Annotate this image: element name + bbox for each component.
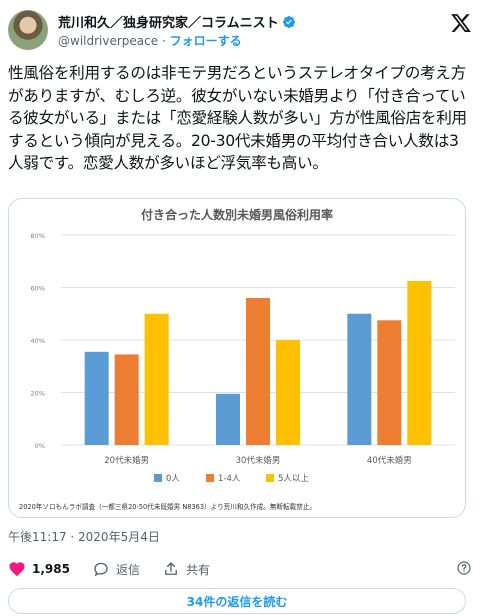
tweet-text: 性風俗を利用するのは非モテ男だろというステレオタイプの考え方がありますが、むしろ… <box>8 64 467 172</box>
author-handle-row: @wildriverpeace · フォローする <box>58 32 242 49</box>
y-tick-label: 80% <box>31 232 45 240</box>
bar <box>377 320 402 445</box>
y-tick-label: 20% <box>31 390 45 398</box>
chart-image[interactable]: 付き合った人数別未婚男風俗利用率 0% 20% 40% 60% 80% 20代未婚男 30代未… <box>8 198 466 518</box>
author-name[interactable]: 荒川和久／独身研究家／コラムニスト <box>58 16 279 31</box>
bar <box>407 280 432 445</box>
bar <box>347 313 372 445</box>
bar <box>216 393 240 445</box>
share-button[interactable]: 共有 <box>162 560 210 578</box>
bar <box>114 354 139 445</box>
bar <box>144 313 169 445</box>
x-logo-icon[interactable] <box>450 12 472 34</box>
chart-title: 付き合った人数別未婚男風俗利用率 <box>141 207 333 222</box>
chart-source-note: 2020年ソロもんラボ調査（一都三県20-50代未既婚男 N8363）より荒川和… <box>19 502 316 511</box>
y-tick-label: 40% <box>31 337 45 345</box>
tweet-actions: 1,985 返信 共有 <box>8 556 472 582</box>
tweet-timestamp[interactable]: 午後11:17 · 2020年5月4日 <box>8 530 160 544</box>
share-upload-icon <box>165 562 177 575</box>
legend-swatch <box>154 474 162 482</box>
author-handle[interactable]: @wildriverpeace <box>58 34 159 48</box>
bar <box>246 298 270 445</box>
bar <box>276 340 300 445</box>
avatar[interactable] <box>8 10 48 50</box>
legend-label: 5人以上 <box>278 474 309 484</box>
speech-bubble-icon <box>94 562 108 577</box>
help-circle-icon <box>457 560 471 575</box>
x-tick-label: 40代未婚男 <box>367 455 412 466</box>
like-button[interactable]: 1,985 <box>8 560 70 578</box>
help-button[interactable] <box>456 560 472 579</box>
legend-label: 1-4人 <box>218 474 241 484</box>
like-count: 1,985 <box>32 562 70 576</box>
separator-dot: · <box>161 34 166 48</box>
bar-chart: 付き合った人数別未婚男風俗利用率 0% 20% 40% 60% 80% 20代未婚男 30代未… <box>19 207 455 511</box>
y-tick-label: 60% <box>31 285 45 293</box>
tweet-header: 荒川和久／独身研究家／コラムニスト @wildriverpeace · フォロー… <box>8 6 472 54</box>
x-tick-label: 20代未婚男 <box>104 455 149 466</box>
follow-button[interactable]: フォローする <box>169 34 242 48</box>
read-replies-button[interactable]: 34件の返信を読む <box>8 588 466 614</box>
x-tick-label: 30代未婚男 <box>236 455 281 466</box>
reply-button[interactable]: 返信 <box>92 560 140 578</box>
y-tick-label: 0% <box>35 442 45 450</box>
legend-label: 0人 <box>166 474 180 484</box>
reply-label: 返信 <box>115 562 140 577</box>
verified-badge-icon <box>282 15 295 28</box>
legend-swatch <box>206 474 214 482</box>
author-name-row[interactable]: 荒川和久／独身研究家／コラムニスト <box>58 12 296 31</box>
share-label: 共有 <box>185 562 210 577</box>
legend-swatch <box>266 474 274 482</box>
bar <box>84 351 109 445</box>
heart-icon <box>9 562 25 577</box>
